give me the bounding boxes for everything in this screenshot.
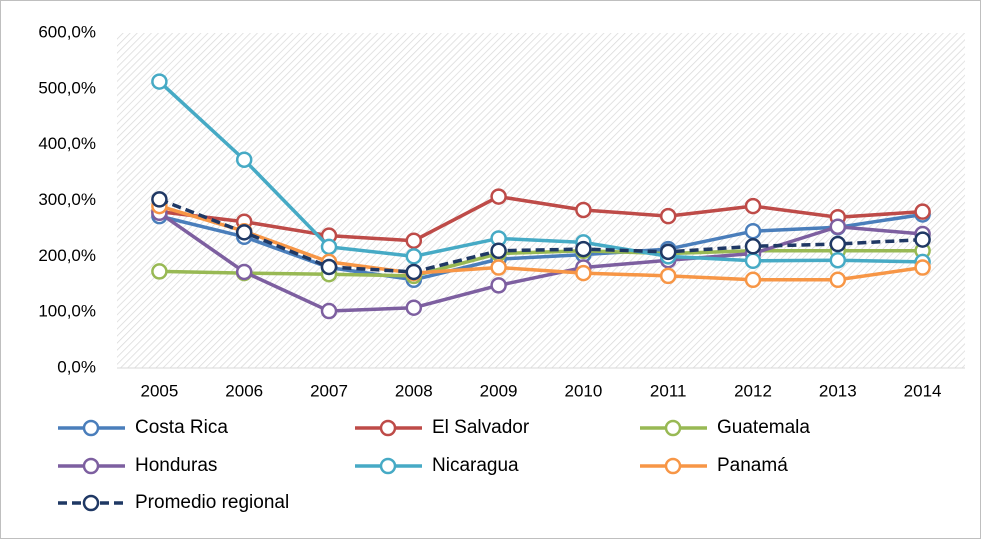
data-point xyxy=(914,259,931,276)
plot-area xyxy=(117,33,965,368)
x-tick-label: 2008 xyxy=(395,381,433,400)
data-point xyxy=(744,271,762,289)
y-tick-label: 0,0% xyxy=(57,357,96,376)
legend-marker xyxy=(664,419,682,437)
data-point xyxy=(235,224,253,241)
series-line xyxy=(158,212,923,282)
data-point xyxy=(151,73,168,90)
data-point xyxy=(575,264,592,282)
data-point xyxy=(829,218,847,235)
data-point xyxy=(659,207,677,225)
data-point xyxy=(744,238,762,255)
legend-marker xyxy=(82,457,100,475)
data-point xyxy=(320,238,338,256)
data-point xyxy=(659,243,677,261)
legend-marker xyxy=(664,457,682,475)
data-point xyxy=(235,151,253,168)
x-tick-label: 2006 xyxy=(225,381,263,400)
data-point xyxy=(659,267,677,285)
data-point xyxy=(235,263,253,281)
data-point xyxy=(490,188,507,205)
legend-marker xyxy=(379,457,397,475)
x-tick-label: 2011 xyxy=(650,381,687,400)
data-point xyxy=(320,258,338,276)
data-point xyxy=(744,197,762,215)
data-point xyxy=(575,201,592,219)
data-point xyxy=(320,302,338,320)
legend-marker xyxy=(379,419,397,437)
y-tick-label: 200,0% xyxy=(38,246,96,265)
data-point xyxy=(490,277,507,294)
data-point xyxy=(490,242,507,259)
data-point xyxy=(405,232,423,249)
legend-marker xyxy=(82,494,100,512)
series-line xyxy=(159,194,923,243)
x-tick-label: 2009 xyxy=(480,381,518,400)
data-point xyxy=(829,235,847,253)
data-point xyxy=(405,263,423,281)
legend-label: El Salvador xyxy=(432,417,530,438)
data-point xyxy=(744,252,762,270)
x-tick-label: 2013 xyxy=(819,381,857,400)
legend-label: Panamá xyxy=(717,455,788,476)
legend-label: Nicaragua xyxy=(432,455,519,476)
data-point xyxy=(829,251,847,269)
y-tick-label: 300,0% xyxy=(38,190,96,209)
data-point xyxy=(490,259,507,276)
data-point xyxy=(575,240,592,258)
data-point xyxy=(914,231,931,248)
data-point xyxy=(744,222,762,240)
legend-label: Promedio regional xyxy=(135,492,289,513)
series-line xyxy=(158,204,923,282)
data-point xyxy=(405,248,423,265)
y-tick-label: 500,0% xyxy=(38,78,96,97)
x-tick-label: 2010 xyxy=(564,381,602,400)
x-tick-label: 2005 xyxy=(140,381,178,400)
legend-label: Guatemala xyxy=(717,417,810,438)
series-line xyxy=(158,197,923,274)
data-point xyxy=(405,299,423,316)
y-tick-label: 400,0% xyxy=(38,134,96,153)
data-point xyxy=(151,191,168,208)
data-point xyxy=(151,263,168,280)
x-tick-label: 2014 xyxy=(904,381,942,400)
data-point xyxy=(914,203,931,220)
legend-marker xyxy=(82,419,100,437)
y-tick-label: 600,0% xyxy=(38,22,96,41)
legend-label: Costa Rica xyxy=(135,417,228,438)
x-tick-label: 2012 xyxy=(734,381,772,400)
data-point xyxy=(829,271,847,289)
series-line xyxy=(158,211,923,313)
series-line xyxy=(159,249,923,278)
series-line xyxy=(158,80,923,264)
legend-label: Honduras xyxy=(135,455,217,476)
y-tick-label: 100,0% xyxy=(38,302,96,321)
x-tick-label: 2007 xyxy=(310,381,348,400)
